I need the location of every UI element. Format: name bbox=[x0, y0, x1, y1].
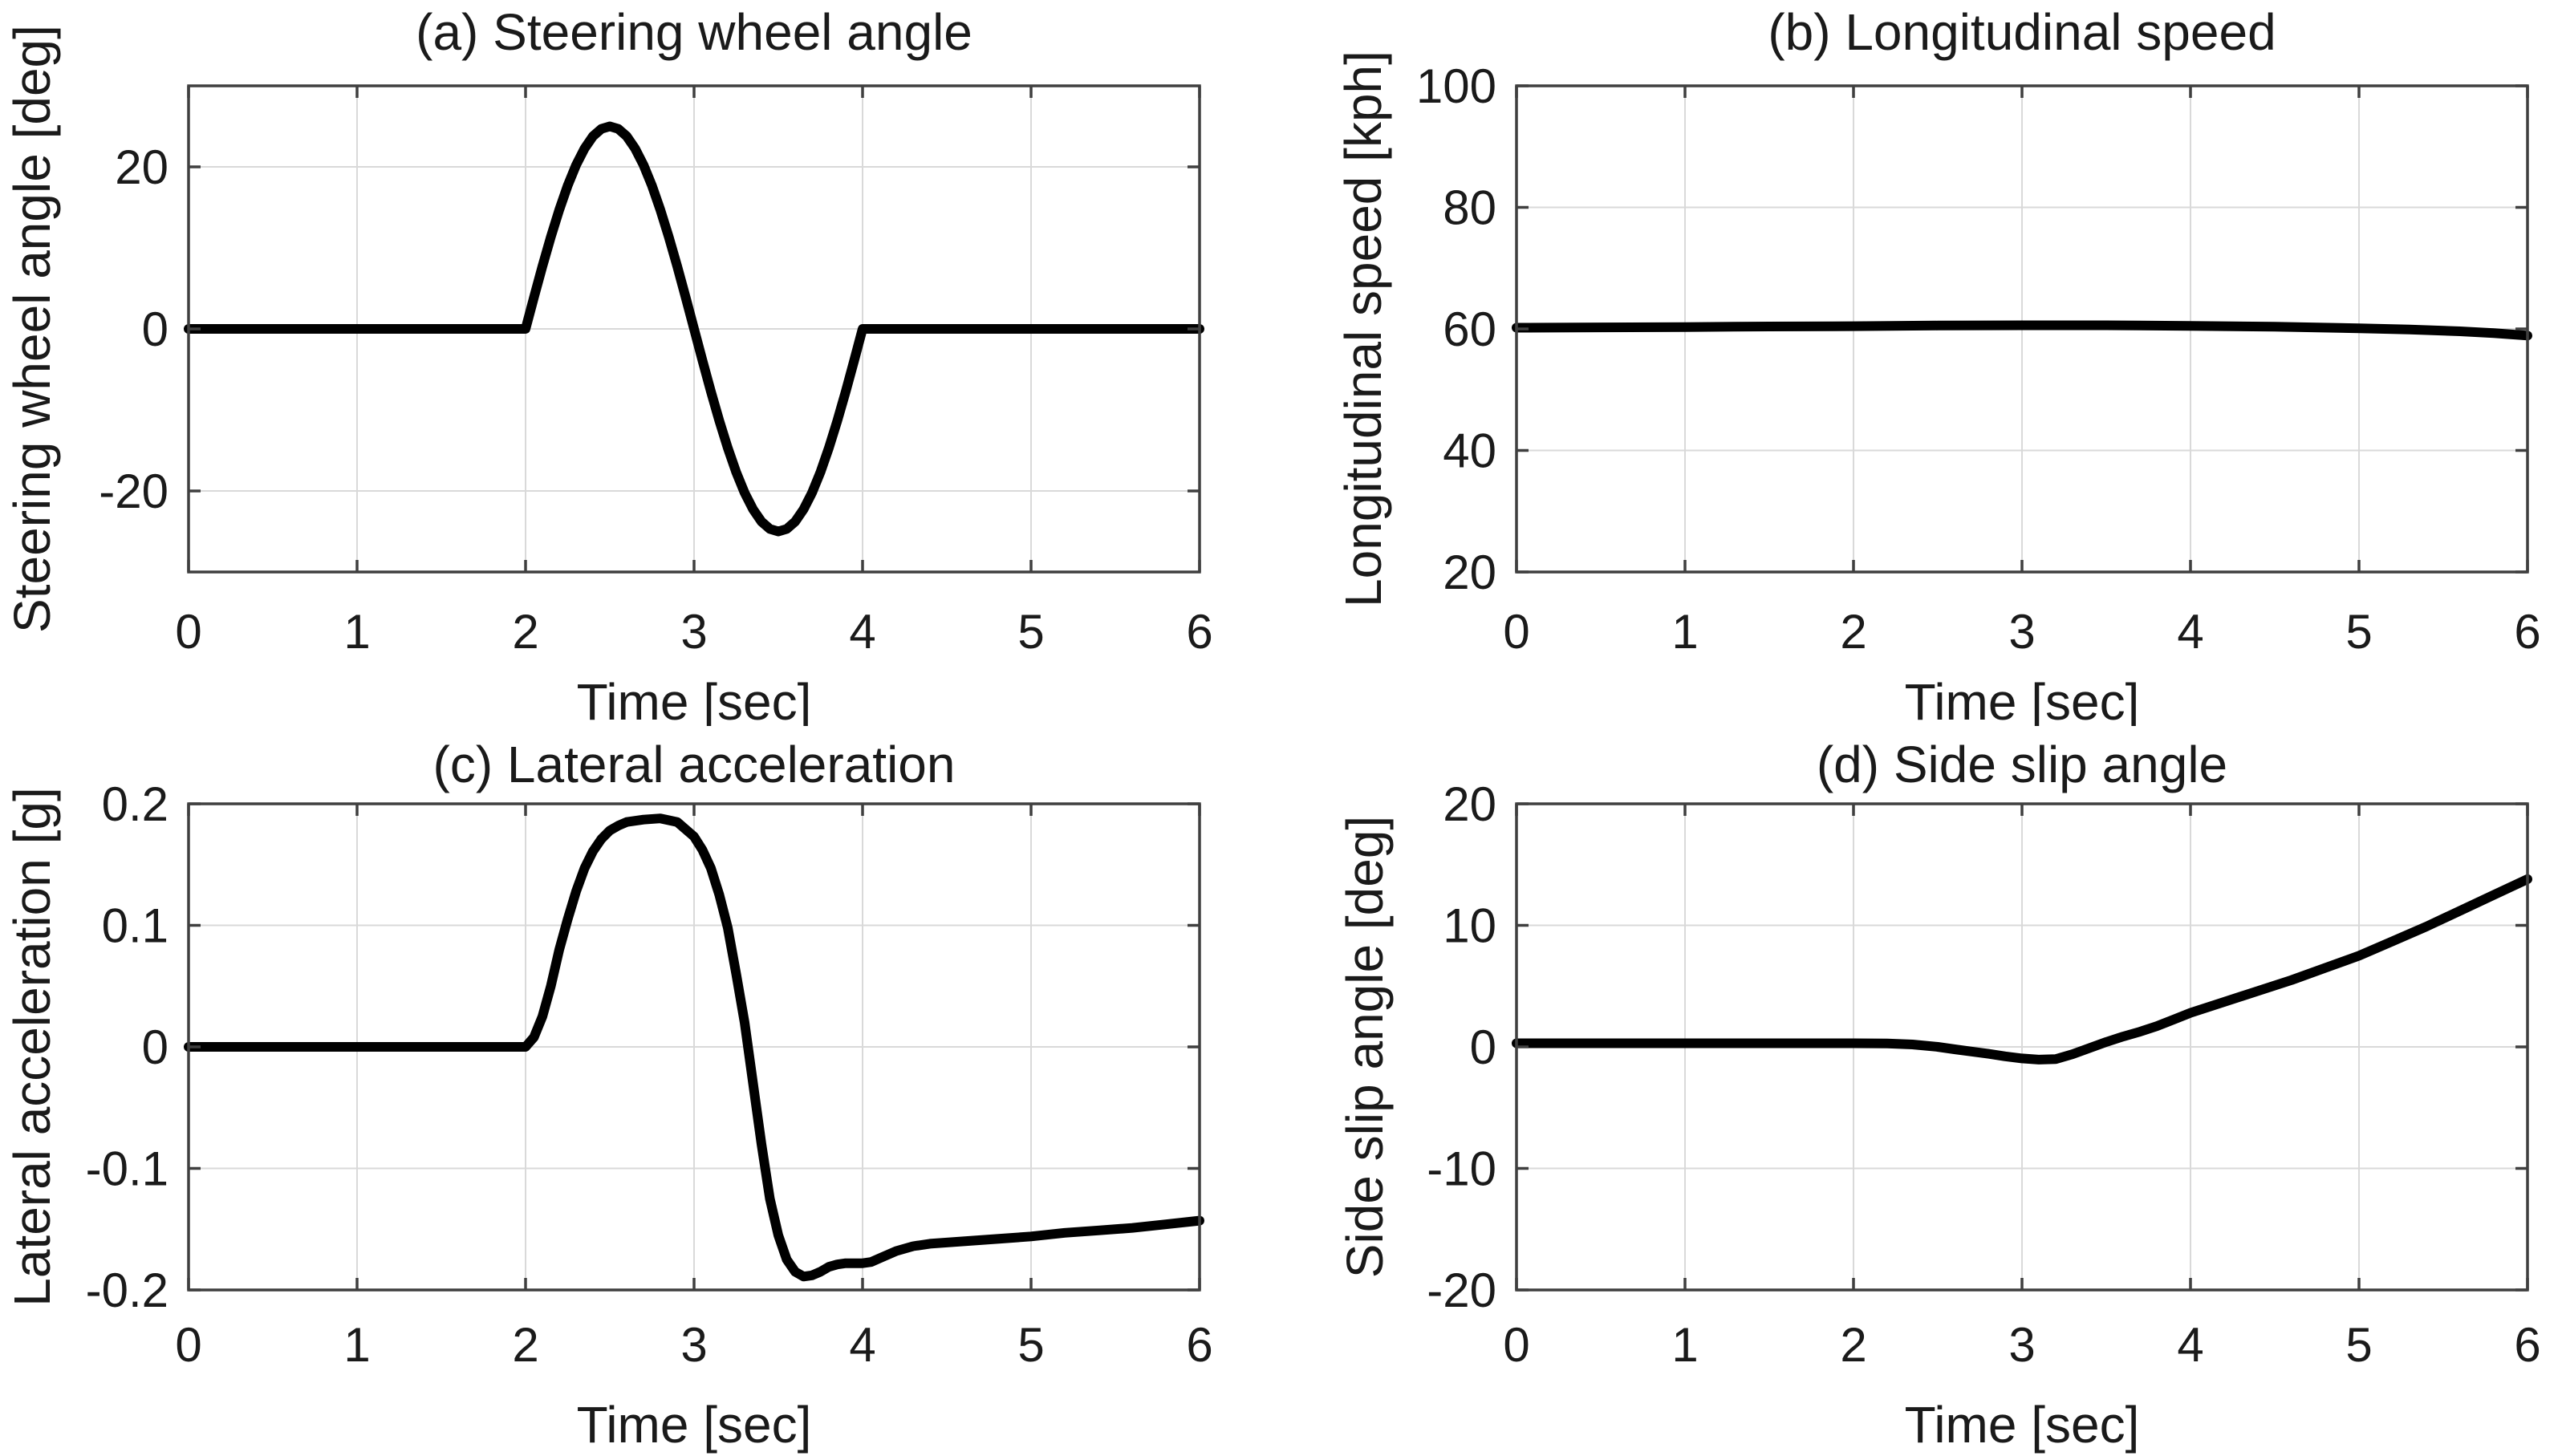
subplot-b-ylabel: Longitudinal speed [kph] bbox=[1334, 51, 1392, 607]
y-tick-label: 60 bbox=[1443, 302, 1496, 356]
y-tick-label: 80 bbox=[1443, 181, 1496, 235]
y-tick-label: 20 bbox=[115, 140, 168, 194]
y-tick-label: 20 bbox=[1443, 545, 1496, 599]
subplot-a-ylabel: Steering wheel angle [deg] bbox=[3, 25, 61, 633]
subplot-d-plot: 0 1 2 3 4 5 6 -20 -10 0 10 20 (d) Side slip angle T… bbox=[1336, 736, 2541, 1454]
subplot-a-plot: 0 1 2 3 4 5 6 -20 0 20 (a) Steering wheel angle T… bbox=[3, 3, 1213, 726]
series-line-b bbox=[1512, 320, 2532, 341]
x-tick-label: 0 bbox=[1503, 605, 1529, 659]
y-tick-label: -20 bbox=[99, 464, 168, 518]
y-tick-label: 0 bbox=[142, 302, 168, 356]
subplot-c-axes: 0 1 2 3 4 5 6 -0.2 -0.1 0 0.1 0.2 bbox=[86, 777, 1213, 1372]
y-tick-label: 20 bbox=[1443, 777, 1496, 831]
subplot-a-steering-wheel-angle: 0 1 2 3 4 5 6 -20 0 20 (a) Steering wheel angle T… bbox=[0, 0, 1281, 726]
x-tick-label: 3 bbox=[2008, 605, 2035, 659]
x-tick-label: 3 bbox=[2008, 1318, 2035, 1372]
y-tick-label: 0.1 bbox=[102, 899, 168, 953]
y-tick-label: 0 bbox=[1470, 1020, 1496, 1074]
x-tick-label: 1 bbox=[1671, 1318, 1698, 1372]
series-line-d bbox=[1512, 874, 2532, 1065]
y-tick-label: 10 bbox=[1443, 899, 1496, 953]
x-tick-label: 6 bbox=[1186, 1318, 1212, 1372]
y-tick-label: 40 bbox=[1443, 424, 1496, 478]
x-tick-label: 0 bbox=[175, 1318, 201, 1372]
y-tick-label: 100 bbox=[1416, 59, 1496, 113]
x-tick-label: 1 bbox=[1671, 605, 1698, 659]
x-tick-label: 4 bbox=[849, 1318, 875, 1372]
y-tick-label: 0 bbox=[142, 1020, 168, 1074]
y-tick-label: -0.1 bbox=[86, 1142, 168, 1196]
x-tick-label: 5 bbox=[2345, 1318, 2372, 1372]
x-tick-label: 3 bbox=[680, 1318, 707, 1372]
subplot-d-ylabel: Side slip angle [deg] bbox=[1336, 816, 1394, 1278]
subplot-b-xlabel: Time [sec] bbox=[1905, 673, 2140, 726]
subplot-d-xlabel: Time [sec] bbox=[1905, 1396, 2140, 1454]
x-tick-label: 5 bbox=[1017, 605, 1044, 659]
subplot-b-longitudinal-speed: 0 1 2 3 4 5 6 20 40 60 80 100 (b) Longitudinal spee… bbox=[1281, 0, 2562, 726]
x-tick-label: 6 bbox=[2514, 605, 2540, 659]
x-tick-label: 0 bbox=[175, 605, 201, 659]
y-tick-label: -0.2 bbox=[86, 1263, 168, 1317]
x-tick-label: 2 bbox=[1840, 1318, 1866, 1372]
x-tick-label: 2 bbox=[512, 1318, 538, 1372]
subplot-a-xlabel: Time [sec] bbox=[577, 673, 812, 726]
x-tick-label: 4 bbox=[2177, 1318, 2203, 1372]
subplot-a-axes: 0 1 2 3 4 5 6 -20 0 20 bbox=[99, 84, 1213, 659]
y-tick-label: 0.2 bbox=[102, 777, 168, 831]
x-tick-label: 6 bbox=[1186, 605, 1212, 659]
series-line-c bbox=[184, 813, 1204, 1282]
x-tick-label: 1 bbox=[343, 1318, 370, 1372]
x-tick-label: 4 bbox=[849, 605, 875, 659]
x-tick-label: 2 bbox=[512, 605, 538, 659]
subplot-b-axes: 0 1 2 3 4 5 6 20 40 60 80 100 bbox=[1416, 59, 2541, 659]
subplot-b-title: (b) Longitudinal speed bbox=[1768, 3, 2276, 61]
subplot-b-plot: 0 1 2 3 4 5 6 20 40 60 80 100 (b) Longitudinal spee… bbox=[1334, 3, 2541, 726]
subplot-c-lateral-acceleration: 0 1 2 3 4 5 6 -0.2 -0.1 0 0.1 0.2 (c) Lateral accel… bbox=[0, 726, 1281, 1456]
subplot-d-side-slip-angle: 0 1 2 3 4 5 6 -20 -10 0 10 20 (d) Side slip angle T… bbox=[1281, 726, 2562, 1456]
x-tick-label: 0 bbox=[1503, 1318, 1529, 1372]
x-tick-label: 2 bbox=[1840, 605, 1866, 659]
subplot-d-axes: 0 1 2 3 4 5 6 -20 -10 0 10 20 bbox=[1427, 777, 2540, 1372]
subplot-c-plot: 0 1 2 3 4 5 6 -0.2 -0.1 0 0.1 0.2 (c) Lateral accel… bbox=[3, 736, 1213, 1454]
x-tick-label: 4 bbox=[2177, 605, 2203, 659]
subplot-c-title: (c) Lateral acceleration bbox=[433, 736, 956, 793]
x-tick-label: 6 bbox=[2514, 1318, 2540, 1372]
x-tick-label: 5 bbox=[1017, 1318, 1044, 1372]
y-tick-label: -20 bbox=[1427, 1263, 1496, 1317]
subplot-c-xlabel: Time [sec] bbox=[577, 1396, 812, 1454]
subplot-a-title: (a) Steering wheel angle bbox=[416, 3, 972, 61]
subplot-d-title: (d) Side slip angle bbox=[1817, 736, 2227, 793]
x-tick-label: 1 bbox=[343, 605, 370, 659]
y-tick-label: -10 bbox=[1427, 1142, 1496, 1196]
x-tick-label: 3 bbox=[680, 605, 707, 659]
x-tick-label: 5 bbox=[2345, 605, 2372, 659]
subplot-c-ylabel: Lateral acceleration [g] bbox=[3, 787, 61, 1307]
series-line-a bbox=[184, 121, 1204, 537]
